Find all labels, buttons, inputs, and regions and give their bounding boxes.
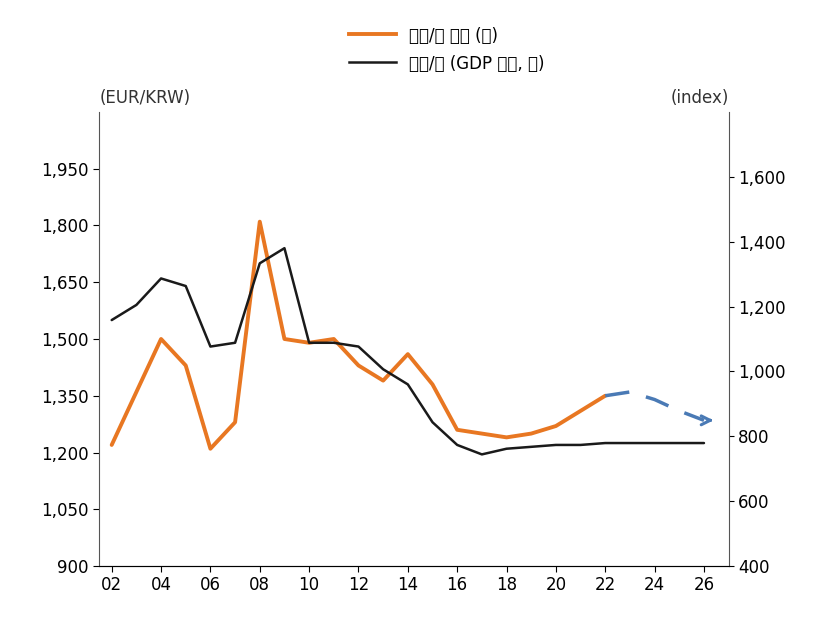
Legend: 유로/원 환율 (좌), 유로/원 (GDP 전망, 우): 유로/원 환율 (좌), 유로/원 (GDP 전망, 우) — [349, 27, 544, 73]
Text: (EUR/KRW): (EUR/KRW) — [99, 90, 190, 108]
Text: (index): (index) — [669, 90, 728, 108]
